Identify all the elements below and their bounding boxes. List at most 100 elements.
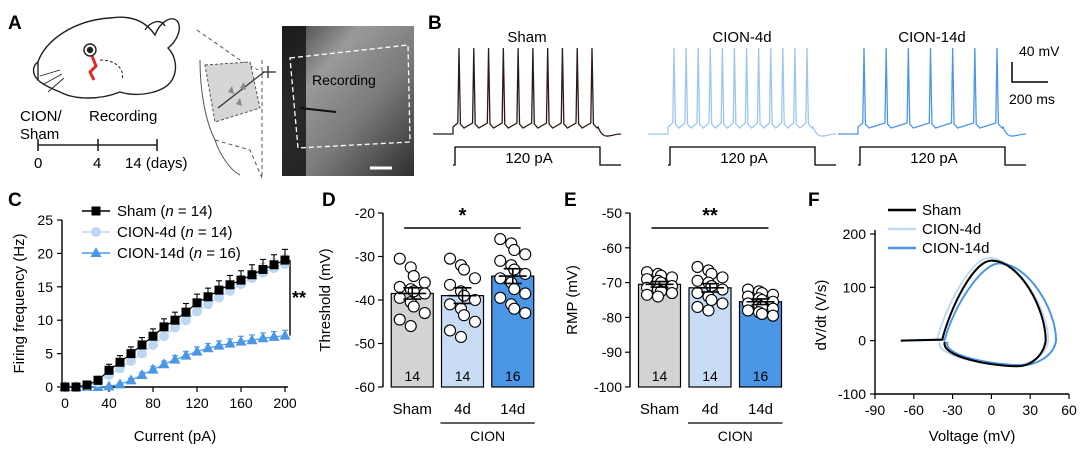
significance-marker: ** [702, 205, 718, 227]
data-point [457, 263, 471, 276]
timeline-tick-4: 4 [93, 155, 101, 172]
c-y-tick-label: 10 [37, 312, 53, 328]
c-legend-name: CION-14d ( [117, 245, 194, 262]
f-x-tick-label: 0 [988, 402, 996, 418]
c-point-0 [247, 270, 257, 280]
step-label-0: 120 pA [505, 150, 553, 167]
c-x-tick-label: 0 [61, 395, 69, 411]
data-point [741, 304, 755, 317]
bar-category-label: 4d [702, 401, 719, 418]
data-point [640, 288, 654, 301]
bar-y-tick-label: -60 [602, 240, 622, 256]
c-point-2 [213, 339, 225, 350]
bar-y-tick-label: -60 [355, 379, 375, 395]
c-point-0 [181, 307, 191, 317]
data-point [691, 300, 704, 314]
c-point-1 [159, 331, 169, 342]
c-point-legend-2 [90, 247, 102, 257]
data-point [705, 280, 718, 293]
data-point [519, 267, 532, 280]
data-point [519, 287, 532, 300]
data-point [393, 313, 406, 326]
c-point-0 [280, 255, 290, 265]
data-point [443, 324, 457, 337]
c-point-0 [137, 340, 147, 350]
c-point-2 [114, 378, 126, 389]
data-point [651, 290, 665, 303]
bar-y-tick-label: -50 [602, 205, 622, 221]
c-point-0 [214, 285, 224, 295]
f-phase-loop-1 [900, 256, 1050, 367]
data-point [508, 263, 521, 276]
c-point-0 [269, 260, 279, 270]
f-phase-loop-2 [900, 262, 1058, 367]
c-legend-n-value: = 14) [174, 203, 213, 220]
voltage-trace-1 [648, 47, 837, 137]
c-legend-label-2: CION-14d (n = 16) [117, 245, 241, 262]
data-point [691, 260, 704, 273]
data-point [508, 302, 521, 315]
c-legend-n-value: = 16) [202, 245, 241, 262]
c-legend-n-value: = 14) [194, 224, 233, 241]
data-point [443, 278, 457, 291]
c-point-legend-0 [91, 206, 101, 216]
data-point [494, 291, 507, 304]
f-legend-label-0: Sham [922, 202, 961, 219]
c-point-2 [246, 334, 258, 345]
nerve-lesion-mark [88, 55, 98, 81]
data-point [457, 309, 471, 322]
bar-n-label: 14 [455, 368, 471, 384]
c-point-2 [224, 337, 236, 348]
c-legend-n-symbol: n [185, 224, 193, 241]
data-point [494, 272, 507, 285]
bar-y-tick-label: -50 [355, 336, 375, 352]
trace-scale-bar: 40 mV 200 ms [1009, 43, 1060, 107]
data-point [755, 307, 769, 320]
bar-category-label: Sham [640, 401, 679, 418]
c-x-label: Current (pA) [134, 428, 217, 445]
f-x-tick-label: 30 [1022, 402, 1038, 418]
data-point [716, 297, 729, 310]
bar-y-tick-label: -90 [602, 344, 622, 360]
c-point-0 [115, 357, 125, 367]
bar-y-tick-label: -70 [602, 275, 622, 291]
panel-letter-c: C [8, 190, 22, 211]
bar-y-tick-label: -40 [355, 292, 375, 308]
panel-d-chart: -20 -30 -40 -50 -60 Threshold (mV) 14 Sham 14 4d 1… [317, 205, 535, 444]
data-point [468, 272, 482, 285]
data-point [404, 320, 417, 333]
c-y-label: Firing frequency (Hz) [11, 233, 28, 373]
c-point-0 [60, 382, 70, 392]
bar-category-label: 14d [500, 401, 525, 418]
c-x-tick-label: 40 [101, 395, 117, 411]
f-x-tick-label: -60 [904, 402, 924, 418]
data-point [443, 298, 457, 311]
bar-category-label: Sham [393, 401, 432, 418]
c-point-2 [268, 330, 280, 341]
f-legend-label-1: CION-4d [922, 221, 981, 238]
c-point-2 [202, 342, 214, 353]
step-label-1: 120 pA [720, 150, 768, 167]
f-x-tick-label: 60 [1061, 402, 1077, 418]
c-y-tick-label: 20 [37, 245, 53, 261]
data-point [716, 271, 729, 284]
f-legend-label-2: CION-14d [922, 240, 990, 257]
current-step-1 [668, 146, 836, 166]
bar-y-tick-label: -30 [355, 249, 375, 265]
c-legend-label-1: CION-4d (n = 14) [117, 224, 232, 241]
voltage-trace-2 [838, 47, 1027, 137]
c-x-tick-label: 200 [273, 395, 297, 411]
c-x-tick-label: 160 [229, 395, 253, 411]
timeline-group-label-2: Sham [20, 126, 59, 143]
c-point-2 [257, 332, 269, 343]
trace-title-1: CION-4d [712, 29, 771, 46]
data-point [519, 248, 532, 261]
c-point-2 [235, 335, 247, 346]
rat-head-illustration [32, 16, 180, 99]
c-point-2 [103, 380, 115, 391]
f-x-tick-label: -30 [942, 402, 962, 418]
data-point [494, 254, 507, 267]
data-point [691, 274, 704, 287]
c-point-0 [93, 375, 103, 385]
panel-letter-f: F [808, 190, 820, 211]
